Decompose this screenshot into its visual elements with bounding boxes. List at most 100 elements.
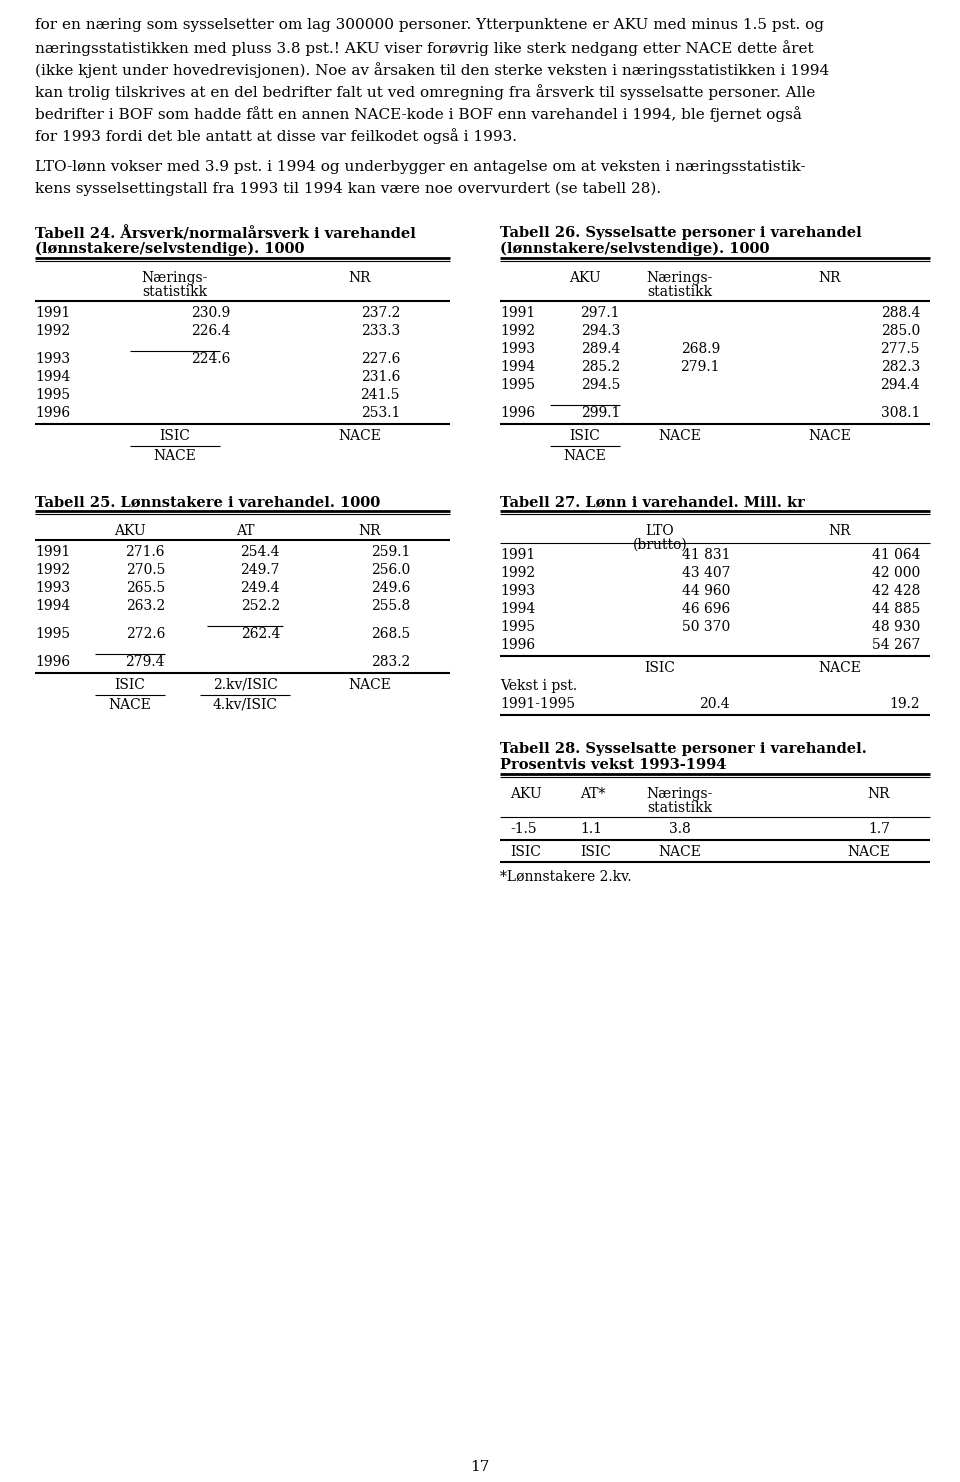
Text: 44 885: 44 885: [872, 602, 920, 617]
Text: 272.6: 272.6: [126, 627, 165, 642]
Text: -1.5: -1.5: [510, 823, 537, 836]
Text: 285.2: 285.2: [581, 360, 620, 373]
Text: 256.0: 256.0: [371, 563, 410, 576]
Text: NR: NR: [868, 787, 890, 800]
Text: 241.5: 241.5: [361, 388, 400, 402]
Text: 283.2: 283.2: [371, 655, 410, 668]
Text: 255.8: 255.8: [371, 599, 410, 614]
Text: kens sysselsettingstall fra 1993 til 1994 kan være noe overvurdert (se tabell 28: kens sysselsettingstall fra 1993 til 199…: [35, 182, 661, 197]
Text: AT: AT: [236, 525, 254, 538]
Text: *Lønnstakere 2.kv.: *Lønnstakere 2.kv.: [500, 870, 632, 883]
Text: 1994: 1994: [500, 360, 536, 373]
Text: NACE: NACE: [847, 845, 890, 860]
Text: LTO: LTO: [646, 525, 674, 538]
Text: 1995: 1995: [500, 619, 535, 634]
Text: NACE: NACE: [348, 677, 392, 692]
Text: 17: 17: [470, 1460, 490, 1475]
Text: 1991: 1991: [35, 305, 70, 320]
Text: 1993: 1993: [35, 353, 70, 366]
Text: 1992: 1992: [500, 325, 535, 338]
Text: 50 370: 50 370: [682, 619, 730, 634]
Text: 297.1: 297.1: [581, 305, 620, 320]
Text: ISIC: ISIC: [580, 845, 611, 860]
Text: 285.0: 285.0: [880, 325, 920, 338]
Text: Tabell 26. Sysselsatte personer i varehandel: Tabell 26. Sysselsatte personer i vareha…: [500, 225, 862, 240]
Text: NACE: NACE: [339, 428, 381, 443]
Text: 1996: 1996: [35, 406, 70, 419]
Text: 41 831: 41 831: [682, 548, 730, 562]
Text: 226.4: 226.4: [191, 325, 230, 338]
Text: Tabell 27. Lønn i varehandel. Mill. kr: Tabell 27. Lønn i varehandel. Mill. kr: [500, 495, 804, 508]
Text: 270.5: 270.5: [126, 563, 165, 576]
Text: AT*: AT*: [580, 787, 606, 800]
Text: 1995: 1995: [35, 388, 70, 402]
Text: kan trolig tilskrives at en del bedrifter falt ut ved omregning fra årsverk til : kan trolig tilskrives at en del bedrifte…: [35, 84, 815, 99]
Text: (brutto): (brutto): [633, 538, 687, 551]
Text: 294.5: 294.5: [581, 378, 620, 393]
Text: 42 428: 42 428: [872, 584, 920, 599]
Text: for 1993 fordi det ble antatt at disse var feilkodet også i 1993.: for 1993 fordi det ble antatt at disse v…: [35, 127, 517, 144]
Text: 1991: 1991: [500, 305, 536, 320]
Text: 249.4: 249.4: [241, 581, 280, 594]
Text: 259.1: 259.1: [371, 545, 410, 559]
Text: 263.2: 263.2: [126, 599, 165, 614]
Text: (lønnstakere/selvstendige). 1000: (lønnstakere/selvstendige). 1000: [35, 242, 304, 256]
Text: 1991-1995: 1991-1995: [500, 697, 575, 711]
Text: 1992: 1992: [35, 325, 70, 338]
Text: 249.7: 249.7: [241, 563, 280, 576]
Text: AKU: AKU: [114, 525, 146, 538]
Text: Nærings-: Nærings-: [647, 787, 713, 800]
Text: 1992: 1992: [500, 566, 535, 579]
Text: Vekst i pst.: Vekst i pst.: [500, 679, 577, 694]
Text: Prosentvis vekst 1993-1994: Prosentvis vekst 1993-1994: [500, 757, 727, 772]
Text: 1994: 1994: [35, 599, 70, 614]
Text: NR: NR: [828, 525, 852, 538]
Text: 254.4: 254.4: [241, 545, 280, 559]
Text: 48 930: 48 930: [872, 619, 920, 634]
Text: 230.9: 230.9: [191, 305, 230, 320]
Text: NACE: NACE: [564, 449, 607, 462]
Text: NACE: NACE: [154, 449, 197, 462]
Text: 1993: 1993: [35, 581, 70, 594]
Text: 1996: 1996: [35, 655, 70, 668]
Text: 1996: 1996: [500, 637, 535, 652]
Text: ISIC: ISIC: [644, 661, 676, 674]
Text: NACE: NACE: [819, 661, 861, 674]
Text: ISIC: ISIC: [510, 845, 540, 860]
Text: 54 267: 54 267: [872, 637, 920, 652]
Text: statistikk: statistikk: [647, 285, 712, 299]
Text: AKU: AKU: [510, 787, 541, 800]
Text: NR: NR: [359, 525, 381, 538]
Text: 252.2: 252.2: [241, 599, 280, 614]
Text: 1.7: 1.7: [868, 823, 890, 836]
Text: 1993: 1993: [500, 584, 535, 599]
Text: (lønnstakere/selvstendige). 1000: (lønnstakere/selvstendige). 1000: [500, 242, 770, 256]
Text: statistikk: statistikk: [647, 800, 712, 815]
Text: 41 064: 41 064: [872, 548, 920, 562]
Text: 289.4: 289.4: [581, 342, 620, 356]
Text: LTO-lønn vokser med 3.9 pst. i 1994 og underbygger en antagelse om at veksten i : LTO-lønn vokser med 3.9 pst. i 1994 og u…: [35, 160, 805, 173]
Text: 231.6: 231.6: [361, 370, 400, 384]
Text: 1995: 1995: [35, 627, 70, 642]
Text: 265.5: 265.5: [126, 581, 165, 594]
Text: NACE: NACE: [108, 698, 152, 711]
Text: 43 407: 43 407: [682, 566, 730, 579]
Text: 308.1: 308.1: [880, 406, 920, 419]
Text: 233.3: 233.3: [361, 325, 400, 338]
Text: 2.kv/ISIC: 2.kv/ISIC: [212, 677, 277, 692]
Text: 253.1: 253.1: [361, 406, 400, 419]
Text: 46 696: 46 696: [682, 602, 730, 617]
Text: 282.3: 282.3: [880, 360, 920, 373]
Text: 1991: 1991: [35, 545, 70, 559]
Text: 237.2: 237.2: [361, 305, 400, 320]
Text: NACE: NACE: [808, 428, 852, 443]
Text: næringsstatistikken med pluss 3.8 pst.! AKU viser forøvrig like sterk nedgang et: næringsstatistikken med pluss 3.8 pst.! …: [35, 40, 814, 56]
Text: 294.4: 294.4: [880, 378, 920, 393]
Text: 42 000: 42 000: [872, 566, 920, 579]
Text: (ikke kjent under hovedrevisjonen). Noe av årsaken til den sterke veksten i næri: (ikke kjent under hovedrevisjonen). Noe …: [35, 62, 829, 79]
Text: 224.6: 224.6: [191, 353, 230, 366]
Text: NACE: NACE: [659, 428, 702, 443]
Text: ISIC: ISIC: [159, 428, 190, 443]
Text: 279.1: 279.1: [681, 360, 720, 373]
Text: NR: NR: [348, 271, 372, 285]
